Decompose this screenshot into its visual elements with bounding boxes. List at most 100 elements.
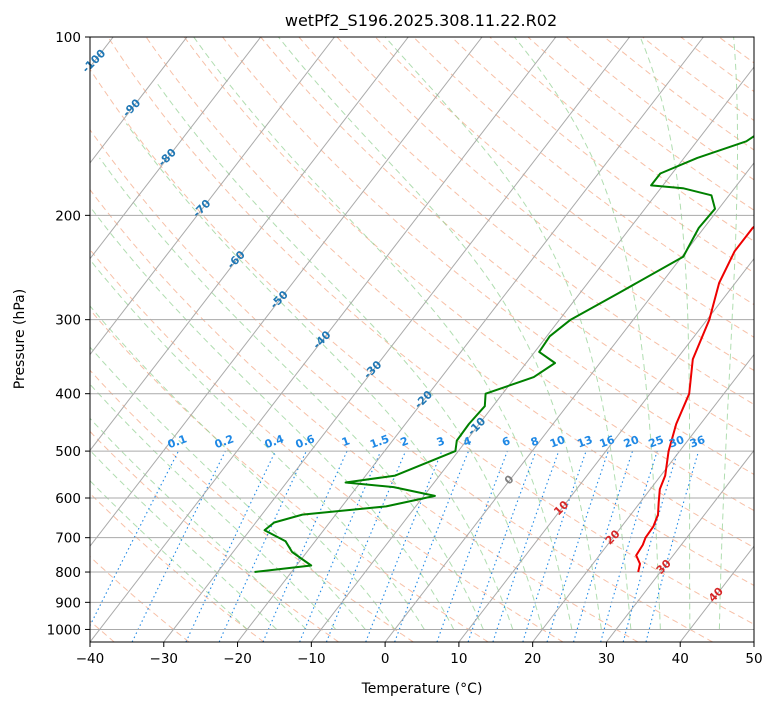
dry-adiabat-line (718, 37, 754, 64)
mixing-ratio-line (365, 450, 443, 642)
isotherm-label: -20 (412, 388, 435, 411)
x-tick-label: −10 (297, 651, 326, 667)
temperature-line (635, 225, 754, 573)
moist-adiabat-line (514, 37, 661, 630)
x-tick-label: 0 (381, 651, 390, 667)
isotherm-line (753, 641, 754, 642)
mixing-ratio-label: 1 (340, 434, 352, 449)
dry-adiabat-line (680, 37, 754, 93)
isotherm-label: 10 (551, 498, 571, 518)
x-tick-label: 30 (598, 651, 615, 667)
mixing-ratio-label: 2 (399, 434, 411, 449)
moist-adiabat-line (157, 83, 543, 630)
y-tick-label: 800 (55, 565, 81, 581)
isotherm-label: 30 (654, 557, 674, 577)
y-tick-label: 500 (55, 444, 81, 460)
dewpoint-line (254, 135, 754, 573)
dry-adiabat-line (90, 309, 489, 642)
mixing-ratio-label: 4 (461, 434, 473, 449)
isotherm-line (310, 66, 754, 642)
y-tick-label: 600 (55, 491, 81, 507)
moist-adiabat-line (90, 258, 425, 630)
mixing-ratio-line (522, 450, 587, 642)
isotherm-line (532, 353, 754, 642)
dry-adiabat-line (90, 128, 713, 642)
isotherm-label: -30 (361, 358, 384, 381)
isotherm-label: -90 (120, 96, 143, 119)
dry-adiabat-line (527, 37, 754, 211)
isotherm-label: 20 (603, 527, 623, 547)
mixing-ratio-label: 6 (500, 434, 512, 449)
mixing-ratio-label: 20 (622, 433, 641, 451)
mixing-ratio-line (600, 450, 658, 642)
isotherm-line (237, 37, 704, 642)
moist-adiabat-line (90, 417, 307, 630)
mixing-ratio-line (131, 450, 226, 642)
mixing-ratio-label: 16 (598, 433, 617, 451)
isotherm-line (384, 162, 754, 642)
moist-adiabat-line (125, 123, 514, 630)
isotherm-label: -70 (190, 197, 213, 220)
isotherm-line (679, 545, 754, 642)
dry-adiabat-line (451, 37, 754, 274)
chart-title: wetPf2_S196.2025.308.11.22.R02 (285, 11, 557, 31)
mixing-ratio-line (185, 450, 276, 642)
mixing-ratio-line (622, 450, 679, 642)
x-tick-label: −20 (223, 651, 252, 667)
y-tick-label: 1000 (47, 622, 81, 638)
isotherm-label: -100 (80, 47, 109, 76)
isotherm-label: 40 (706, 584, 726, 604)
moist-adiabat-line (90, 383, 337, 630)
mixing-ratio-label: 0.2 (213, 432, 236, 451)
moist-adiabat-line (90, 346, 366, 630)
mixing-ratio-line (546, 450, 609, 642)
y-axis-label: Pressure (hPa) (12, 289, 28, 389)
mixing-ratio-line (467, 450, 537, 642)
dry-adiabat-line (90, 369, 414, 642)
profile-series (254, 135, 754, 573)
x-tick-label: 10 (450, 651, 467, 667)
dry-adiabat-line (90, 248, 564, 642)
moist-adiabat-line (90, 205, 455, 630)
mixing-ratio-line (645, 450, 700, 642)
dry-adiabat-line (107, 37, 754, 587)
dry-adiabat-line (260, 37, 754, 440)
dry-adiabat-line (183, 37, 754, 512)
dry-adiabat-line (413, 37, 754, 306)
mixing-ratio-label: 0.4 (263, 432, 286, 451)
isotherm-line (90, 37, 188, 164)
dry-adiabat-line (90, 555, 190, 642)
moist-adiabat-line (639, 37, 691, 630)
moist-adiabat-line (193, 37, 573, 630)
mixing-ratio-line (572, 450, 634, 642)
mixing-ratio-label: 0.6 (294, 432, 317, 451)
mixing-ratio-line (262, 450, 348, 642)
mixing-ratio-line (218, 450, 307, 642)
mixing-ratio-label: 30 (667, 433, 686, 451)
isotherm-label: -60 (225, 248, 248, 271)
mixing-ratio-label: 0.1 (166, 432, 189, 451)
y-tick-label: 400 (55, 387, 81, 403)
moist-adiabat-line (90, 480, 248, 630)
y-tick-label: 700 (55, 531, 81, 547)
mixing-ratio-label: 3 (435, 434, 447, 449)
moist-adiabat-line (718, 37, 738, 630)
dry-adiabat-line (90, 68, 754, 625)
isotherm-line (163, 37, 631, 642)
x-tick-label: −40 (76, 651, 105, 667)
y-tick-label: 200 (55, 208, 81, 224)
dry-adiabat-line (604, 37, 754, 151)
mixing-ratio-label: 8 (529, 434, 541, 449)
moist-adiabat-line (384, 37, 632, 630)
dry-adiabat-line (374, 37, 754, 338)
grid-lines (90, 37, 754, 642)
axis-ticks: −40 −30 −20 −10 0 10 20 30 40 5010020030040050060… (47, 30, 763, 667)
isotherm-line (606, 449, 754, 642)
mixing-ratio-line (394, 450, 470, 642)
mixing-ratio-line (436, 450, 508, 642)
isotherm-line (90, 37, 483, 548)
isotherm-line (458, 257, 754, 642)
isotherm-line (90, 37, 557, 642)
background-lines (90, 37, 754, 642)
